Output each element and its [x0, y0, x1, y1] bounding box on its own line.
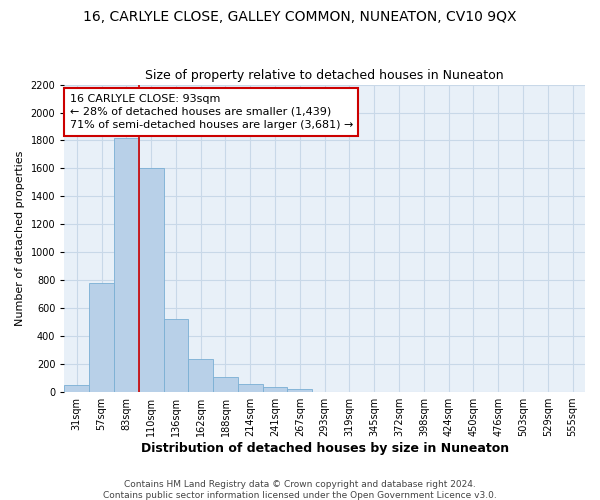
Text: 16, CARLYLE CLOSE, GALLEY COMMON, NUNEATON, CV10 9QX: 16, CARLYLE CLOSE, GALLEY COMMON, NUNEAT…	[83, 10, 517, 24]
Bar	[238, 384, 263, 392]
Bar	[213, 378, 238, 392]
Text: 16 CARLYLE CLOSE: 93sqm
← 28% of detached houses are smaller (1,439)
71% of semi: 16 CARLYLE CLOSE: 93sqm ← 28% of detache…	[70, 94, 353, 130]
Bar	[139, 168, 164, 392]
Bar	[263, 387, 287, 392]
Bar	[164, 320, 188, 392]
Title: Size of property relative to detached houses in Nuneaton: Size of property relative to detached ho…	[145, 69, 504, 82]
X-axis label: Distribution of detached houses by size in Nuneaton: Distribution of detached houses by size …	[140, 442, 509, 455]
Bar	[89, 283, 114, 392]
Y-axis label: Number of detached properties: Number of detached properties	[15, 150, 25, 326]
Text: Contains HM Land Registry data © Crown copyright and database right 2024.
Contai: Contains HM Land Registry data © Crown c…	[103, 480, 497, 500]
Bar	[114, 138, 139, 392]
Bar	[64, 385, 89, 392]
Bar	[287, 390, 312, 392]
Bar	[188, 359, 213, 392]
